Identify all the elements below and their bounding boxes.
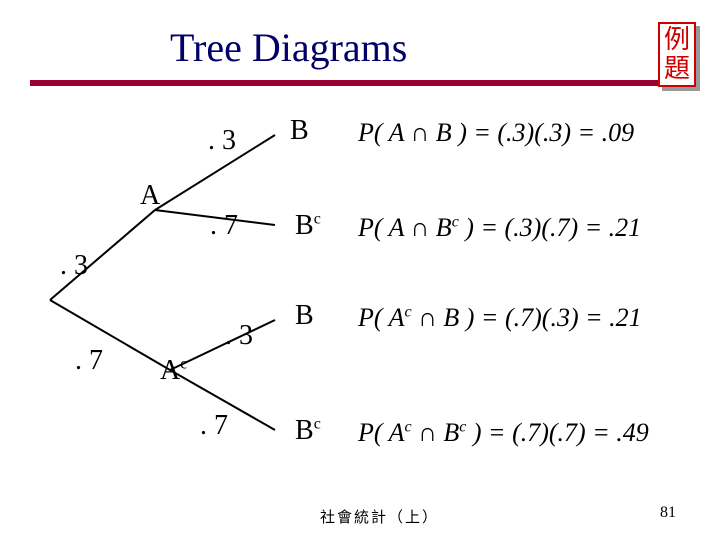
label-p_AcBc: . 7 [200, 410, 228, 442]
equation-e2: P( A ∩ Bc ) = (.3)(.7) = .21 [358, 213, 641, 243]
footer-center: 社會統計（上） [320, 506, 439, 527]
equation-e1: P( A ∩ B ) = (.3)(.3) = .09 [358, 118, 634, 148]
equation-e3: P( Ac ∩ B ) = (.7)(.3) = .21 [358, 303, 642, 333]
label-B2: B [295, 300, 314, 332]
label-p_A: . 3 [60, 250, 88, 282]
label-p_ABc: . 7 [210, 210, 238, 242]
tree-diagram [0, 0, 720, 540]
label-Ac: Ac [160, 355, 187, 387]
label-Bc1: Bc [295, 210, 321, 242]
label-Bc2: Bc [295, 415, 321, 447]
label-p_Ac: . 7 [75, 345, 103, 377]
label-p_AcB: . 3 [225, 320, 253, 352]
label-B1: B [290, 115, 309, 147]
slide-number: 81 [660, 504, 676, 522]
equation-e4: P( Ac ∩ Bc ) = (.7)(.7) = .49 [358, 418, 649, 448]
label-A: A [140, 180, 160, 212]
label-p_AB: . 3 [208, 125, 236, 157]
